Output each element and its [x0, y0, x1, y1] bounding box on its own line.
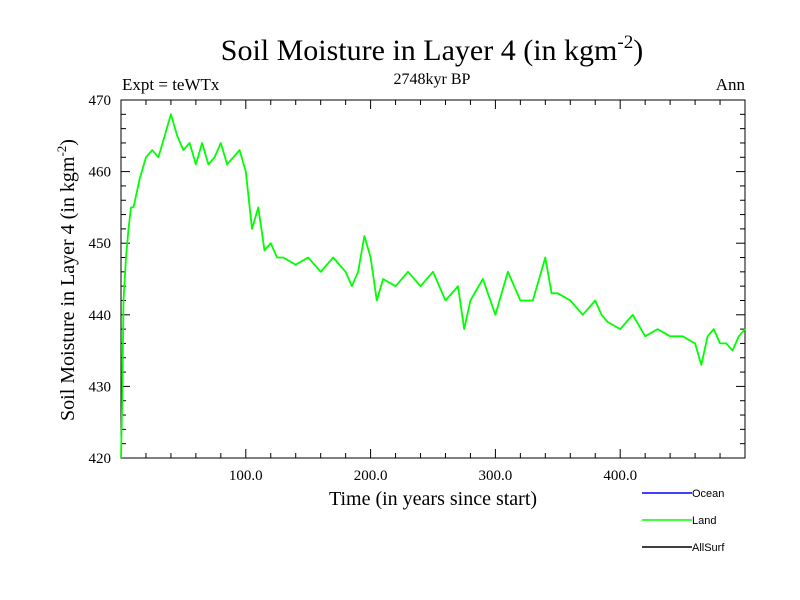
legend-label-allsurf: AllSurf — [692, 542, 725, 554]
y-tick-labels: 420 430 440 450 460 470 — [89, 93, 112, 467]
legend: Ocean Land AllSurf — [642, 488, 725, 554]
x-axis-label: Time (in years since start) — [329, 488, 537, 510]
y-tick-label: 430 — [89, 379, 112, 395]
legend-label-land: Land — [692, 515, 716, 527]
y-tick-label: 470 — [89, 93, 112, 109]
x-tick-label: 200.0 — [354, 468, 388, 484]
x-tick-label: 300.0 — [479, 468, 513, 484]
series-line-land — [120, 113, 746, 459]
season-label: Ann — [716, 75, 746, 94]
y-axis-label: Soil Moisture in Layer 4 (in kgm-2) — [54, 139, 79, 421]
y-tick-label: 460 — [89, 165, 112, 181]
y-tick-label: 450 — [89, 236, 112, 252]
x-tick-label: 100.0 — [229, 468, 263, 484]
plot-frame — [120, 99, 746, 459]
axis-ticks — [121, 100, 745, 458]
y-tick-label: 420 — [89, 451, 112, 467]
x-tick-label: 400.0 — [603, 468, 637, 484]
experiment-label: Expt = teWTx — [122, 75, 220, 94]
legend-label-ocean: Ocean — [692, 488, 724, 500]
y-tick-label: 440 — [89, 308, 112, 324]
period-label: 2748kyr BP — [394, 71, 471, 88]
chart-title: Soil Moisture in Layer 4 (in kgm-2) — [221, 32, 643, 67]
x-tick-labels: 100.0 200.0 300.0 400.0 — [229, 468, 637, 484]
